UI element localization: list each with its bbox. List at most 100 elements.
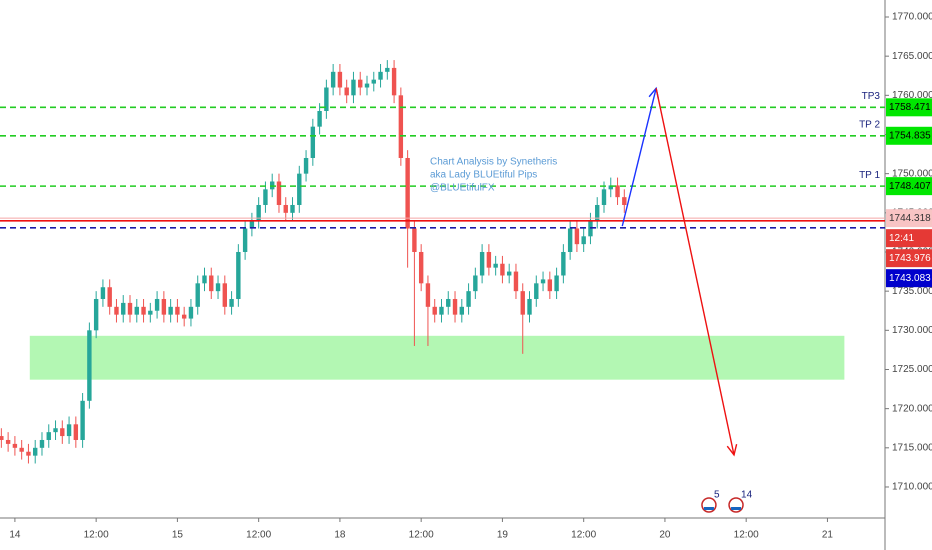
candle-body [608, 185, 613, 190]
countdown-tag: 12:41 [889, 233, 914, 244]
price-tag-bg [886, 209, 932, 228]
candle-body [53, 428, 58, 433]
candle-body [344, 87, 349, 96]
x-tick-label: 19 [497, 530, 509, 541]
candle-body [107, 287, 112, 307]
candle-body [256, 204, 261, 221]
candle-body [26, 451, 31, 456]
x-tick-label: 18 [334, 530, 346, 541]
candle-body [0, 436, 4, 440]
candle-body [446, 298, 451, 307]
candle-body [581, 236, 586, 245]
candle-body [439, 306, 444, 315]
level-name: TP3 [862, 91, 881, 102]
candle-body [513, 271, 519, 292]
candle-body [317, 110, 322, 127]
candle-body [358, 79, 363, 88]
candle-body [540, 279, 546, 284]
candle-body [473, 275, 478, 292]
candle-body [175, 306, 180, 315]
y-tick-label: 1735.000 [892, 286, 932, 297]
y-tick-label: 1730.000 [892, 325, 932, 336]
y-tick-label: 1720.000 [892, 403, 932, 414]
candle-body [567, 228, 573, 252]
event-icon [703, 507, 714, 510]
candle-body [398, 95, 404, 158]
candle-body [188, 306, 194, 319]
price-tag: 1748.407 [889, 181, 931, 192]
candle-body [134, 306, 139, 315]
x-tick-label: 12:00 [734, 530, 759, 541]
candle-body [486, 251, 492, 268]
candle-body [330, 71, 336, 88]
candle-body [33, 447, 38, 456]
candle-body [19, 447, 24, 452]
event-count: 14 [741, 490, 753, 501]
candle-body [60, 428, 65, 437]
candle-body [506, 271, 512, 276]
y-tick-label: 1715.000 [892, 442, 932, 453]
annotation-text: @BLUEtifulFX [430, 183, 495, 194]
arrow-line [621, 88, 657, 227]
candle-body [229, 298, 234, 307]
event-count: 5 [714, 490, 720, 501]
candle-body [500, 263, 505, 276]
candle-body [418, 251, 424, 284]
candle-body [249, 220, 255, 229]
candle-body [452, 298, 458, 315]
x-tick-label: 21 [822, 530, 834, 541]
candle-body [459, 306, 464, 315]
candle-body [209, 275, 214, 292]
y-tick-label: 1760.000 [892, 90, 932, 101]
candle-body [425, 283, 431, 307]
price-tag-bg [886, 126, 932, 145]
candle-body [385, 67, 390, 72]
candle-body [39, 439, 45, 448]
candle-body [195, 283, 200, 307]
x-tick-label: 14 [9, 530, 21, 541]
candle-body [534, 283, 539, 299]
x-tick-label: 12:00 [246, 530, 271, 541]
candle-body [290, 204, 295, 213]
candle-body [595, 204, 600, 221]
candle-body [371, 79, 376, 84]
candle-body [87, 330, 92, 401]
y-tick-label: 1710.000 [892, 482, 932, 493]
candle-body [80, 400, 85, 440]
candle-body [276, 181, 282, 205]
y-tick-label: 1725.000 [892, 364, 932, 375]
x-tick-label: 12:00 [571, 530, 596, 541]
y-tick-label: 1765.000 [892, 51, 932, 62]
candle-body [46, 432, 51, 440]
candle-body [93, 298, 99, 331]
x-tick-label: 12:00 [84, 530, 109, 541]
candle-body [148, 310, 153, 315]
candle-body [127, 302, 133, 315]
price-tag-bg [886, 249, 932, 268]
candle-body [202, 275, 207, 284]
candle-body [181, 314, 187, 319]
candle-body [121, 302, 126, 315]
candle-body [263, 189, 268, 205]
price-tag: 1743.083 [889, 273, 931, 284]
price-tag: 1754.835 [889, 130, 931, 141]
candle-body [493, 263, 498, 268]
candle-body [547, 279, 553, 292]
candle-body [432, 306, 437, 315]
x-tick-label: 12:00 [409, 530, 434, 541]
annotation-text: Chart Analysis by Synetheris [430, 157, 557, 168]
candle-body [527, 298, 532, 315]
x-tick-label: 20 [659, 530, 671, 541]
candle-body [351, 79, 356, 96]
candle-body [303, 157, 309, 174]
candle-body [236, 251, 241, 299]
x-tick-label: 15 [172, 530, 184, 541]
candle-body [405, 157, 410, 229]
event-icon [731, 507, 742, 510]
candle-body [561, 251, 566, 276]
candle-body [242, 228, 248, 252]
candle-body [364, 83, 370, 88]
candle-body [310, 126, 316, 158]
